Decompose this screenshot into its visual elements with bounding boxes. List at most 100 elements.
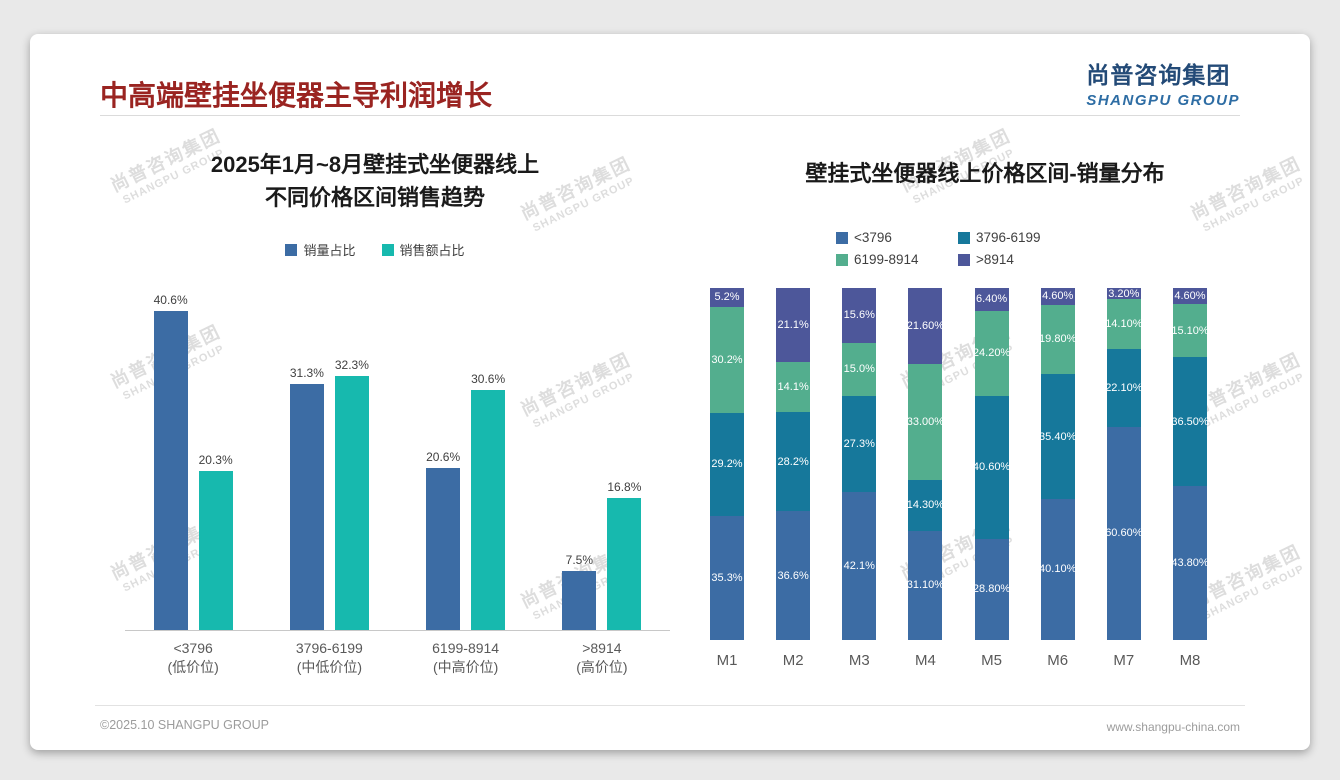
legend-item: 6199-8914 <box>836 252 958 267</box>
month-label: M8 <box>1179 652 1201 669</box>
stacked-segment: 4.60% <box>1040 288 1075 305</box>
stacked-bar: 35.3% 29.2% 30.2% 5.2% <box>710 288 744 640</box>
segment-value-label: 21.1% <box>777 319 809 332</box>
stacked-segment: 60.60% <box>1105 426 1143 640</box>
stacked-segment: 35.3% <box>710 515 744 640</box>
left-chart-categories: <3796 (低价位) 3796-6199 (中低价位) 6199-8914 (中高价位)… <box>125 639 670 677</box>
bar <box>607 498 642 630</box>
segment-value-label: 35.3% <box>711 571 743 584</box>
segment-value-label: 42.1% <box>843 559 875 572</box>
stacked-segment: 36.6% <box>776 511 811 640</box>
stacked-bar: 28.80% 40.60% 24.20% 6.40% <box>972 288 1011 640</box>
right-chart-plot: 35.3% 29.2% 30.2% 5.2% 36.6% 28.2% 14.1% 21.1% 4… <box>710 287 1209 640</box>
stacked-bar: 40.10% 35.40% 19.80% 4.60% <box>1039 288 1077 640</box>
bar-with-label: 7.5% <box>562 553 597 630</box>
bar-group: 40.6% 20.3% <box>133 293 253 630</box>
segment-value-label: 31.10% <box>906 579 945 592</box>
bar-value-label: 40.6% <box>153 293 188 307</box>
bar <box>289 384 324 630</box>
segment-value-label: 24.20% <box>972 347 1011 360</box>
legend-label: <3796 <box>854 230 892 245</box>
month-label: M5 <box>981 652 1002 669</box>
bar-value-label: 32.3% <box>334 358 369 372</box>
bar-value-label: 31.3% <box>289 366 324 380</box>
stacked-segment: 6.40% <box>974 288 1009 311</box>
segment-value-label: 14.10% <box>1105 318 1143 331</box>
segment-value-label: 30.2% <box>711 353 743 366</box>
segment-value-label: 3.20% <box>1108 287 1140 300</box>
right-chart-categories: M1 M2 M3 M4 M5 M6 M7 M8 <box>710 652 1207 669</box>
bar-with-label: 16.8% <box>607 480 641 630</box>
bar-value-label: 20.6% <box>426 450 461 464</box>
stacked-bar: 43.80% 36.50% 15.10% 4.60% <box>1171 288 1209 640</box>
right-chart-title: 壁挂式坐便器线上价格区间-销量分布 <box>805 161 1165 186</box>
stacked-segment: 40.60% <box>973 395 1010 539</box>
bar-with-label: 30.6% <box>471 372 505 630</box>
logo-english-name: SHANGPU GROUP <box>1086 92 1240 109</box>
bar-with-label: 20.3% <box>199 453 233 630</box>
stacked-segment: 14.1% <box>776 362 811 412</box>
stacked-segment: 15.6% <box>842 288 877 343</box>
bar-with-label: 32.3% <box>335 358 369 630</box>
bar-group: 31.3% 32.3% <box>269 358 389 630</box>
footer-divider <box>95 705 1245 706</box>
segment-value-label: 40.10% <box>1039 563 1077 576</box>
stacked-segment: 4.60% <box>1172 288 1207 305</box>
legend-label: 销售额占比 <box>399 243 465 258</box>
bar <box>471 390 506 630</box>
stacked-segment: 15.0% <box>842 342 877 396</box>
legend-item: 3796-6199 <box>958 230 1041 245</box>
left-chart-title-line2: 不同价格区间销售趋势 <box>264 185 485 210</box>
bar-value-label: 16.8% <box>607 480 642 494</box>
logo-chinese-name: 尚普咨询集团 <box>1086 62 1231 88</box>
legend-item: 销量占比 <box>285 240 356 259</box>
bar-with-label: 20.6% <box>426 450 460 630</box>
stacked-segment: 27.3% <box>842 395 877 492</box>
left-chart-plot: 40.6% 20.3% 31.3% 32.3% 20.6% 30.6% 7.5% 16.8% <box>125 290 670 631</box>
segment-value-label: 4.60% <box>1042 290 1074 303</box>
company-logo: 尚普咨询集团 SHANGPU GROUP <box>1086 56 1240 109</box>
category-label: <3796 (低价位) <box>133 639 253 677</box>
category-tier: (中高价位) <box>432 658 499 675</box>
month-label: M6 <box>1047 652 1069 669</box>
left-chart-legend: 销量占比 销售额占比 <box>130 240 620 259</box>
stacked-segment: 14.30% <box>906 480 945 531</box>
segment-value-label: 15.6% <box>843 309 875 322</box>
category-label: 6199-8914 (中高价位) <box>406 639 526 677</box>
segment-value-label: 21.60% <box>906 320 945 333</box>
stacked-segment: 14.10% <box>1105 299 1143 349</box>
stacked-segment: 28.2% <box>776 411 811 512</box>
stacked-segment: 31.10% <box>906 530 945 640</box>
legend-label: 3796-6199 <box>976 230 1041 245</box>
legend-swatch <box>836 231 848 244</box>
right-chart-legend: <3796 3796-6199 6199-8914 >8914 <box>836 230 1041 267</box>
segment-value-label: 15.0% <box>843 363 875 376</box>
month-label: M7 <box>1113 652 1135 669</box>
footer-copyright: ©2025.10 SHANGPU GROUP <box>100 718 269 732</box>
stacked-bar: 36.6% 28.2% 14.1% 21.1% <box>776 288 811 640</box>
stacked-segment: 24.20% <box>972 310 1011 396</box>
segment-value-label: 4.60% <box>1174 290 1206 303</box>
legend-label: 6199-8914 <box>854 252 919 267</box>
segment-value-label: 28.80% <box>972 583 1011 596</box>
stacked-segment: 36.50% <box>1171 357 1209 486</box>
segment-value-label: 19.80% <box>1039 333 1077 346</box>
legend-item: <3796 <box>836 230 958 245</box>
segment-value-label: 60.60% <box>1105 527 1143 540</box>
title-divider <box>100 115 1240 116</box>
stacked-segment: 40.10% <box>1039 498 1077 640</box>
segment-value-label: 14.30% <box>906 499 945 512</box>
bar-with-label: 40.6% <box>154 293 188 630</box>
stacked-bar: 31.10% 14.30% 33.00% 21.60% <box>906 288 945 640</box>
legend-label: 销量占比 <box>303 243 356 258</box>
stacked-segment: 33.00% <box>906 364 945 481</box>
month-label: M1 <box>716 652 738 669</box>
bar <box>426 468 461 630</box>
stacked-bar: 60.60% 22.10% 14.10% 3.20% <box>1105 287 1143 640</box>
segment-value-label: 33.00% <box>906 416 945 429</box>
category-tier: (高价位) <box>576 658 628 675</box>
category-range: >8914 <box>582 640 622 656</box>
stacked-segment: 42.1% <box>842 491 877 640</box>
legend-swatch <box>381 243 394 256</box>
stacked-segment: 28.80% <box>972 538 1011 640</box>
